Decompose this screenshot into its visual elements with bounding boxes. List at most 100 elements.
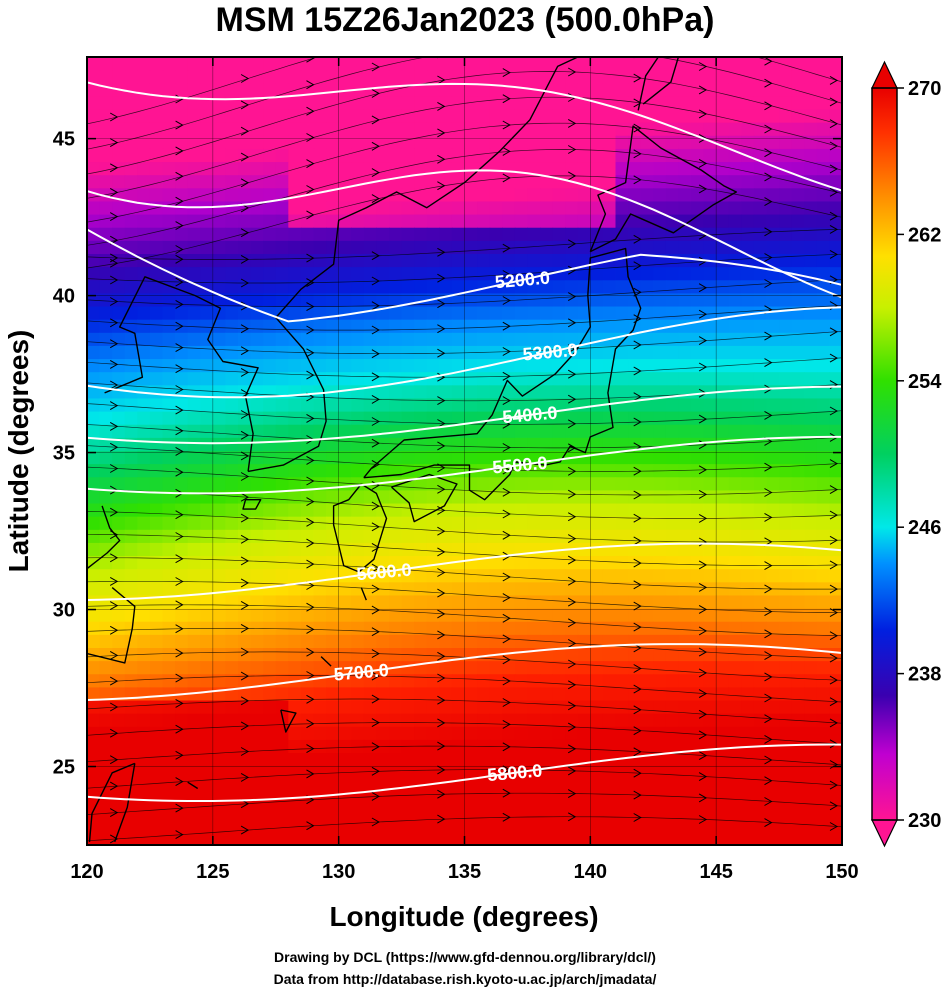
field-cell (602, 674, 617, 688)
field-cell (728, 83, 742, 97)
field-cell (275, 753, 289, 767)
field-cell (779, 319, 793, 334)
field-cell (250, 162, 264, 176)
field-cell (401, 661, 415, 675)
field-cell (640, 595, 654, 610)
field-cell (137, 293, 151, 308)
field-cell (628, 293, 642, 308)
field-cell (691, 726, 705, 741)
wind-arrow (437, 348, 446, 358)
field-cell (149, 267, 164, 281)
wind-arrow (764, 358, 773, 368)
wind-arrow (240, 100, 250, 110)
field-cell (653, 687, 667, 702)
field-cell (326, 739, 340, 754)
field-cell (577, 451, 591, 465)
field-cell (540, 687, 554, 702)
field-cell (590, 569, 604, 583)
field-cell (791, 385, 805, 400)
field-cell (477, 569, 491, 583)
field-cell (791, 398, 805, 413)
field-cell (87, 372, 101, 386)
field-cell (162, 818, 176, 833)
field-cell (363, 359, 378, 373)
field-cell (640, 240, 654, 255)
colorbar-max-arrow (871, 60, 898, 89)
field-cell (691, 332, 705, 347)
field-cell (678, 70, 692, 84)
field-cell (451, 713, 466, 728)
field-cell (540, 57, 554, 71)
field-cell (741, 595, 755, 610)
field-cell (540, 503, 554, 518)
field-cell (288, 687, 302, 702)
field-cell (212, 713, 227, 728)
coastline (363, 247, 642, 501)
field-cell (376, 214, 390, 229)
wind-arrow (240, 671, 250, 681)
field-cell (527, 700, 541, 715)
wind-arrow (175, 277, 184, 287)
field-cell (640, 700, 654, 715)
field-cell (816, 739, 831, 754)
field-cell (653, 831, 667, 845)
field-cell (162, 372, 176, 386)
wind-arrow (764, 672, 773, 682)
field-cell (225, 398, 239, 413)
field-cell (615, 687, 629, 702)
field-cell (338, 201, 352, 216)
field-cell (829, 805, 842, 820)
field-cell (816, 240, 831, 255)
field-cell (87, 529, 101, 544)
map-plot-area[interactable]: 5200.05300.05400.05500.05600.05700.05800… (62, 18, 867, 846)
field-cell (753, 451, 768, 465)
wind-arrow (567, 597, 577, 607)
field-cell (816, 345, 831, 360)
field-cell (678, 477, 692, 491)
wind-arrow (502, 509, 511, 519)
field-cell (112, 569, 126, 583)
field-cell (540, 188, 554, 203)
field-cell (225, 753, 239, 767)
wind-arrow (240, 152, 250, 162)
field-cell (288, 214, 302, 229)
field-cell (87, 818, 101, 833)
wind-arrow (567, 489, 577, 499)
wind-arrow (567, 576, 577, 586)
field-cell (653, 805, 667, 820)
field-cell (300, 464, 315, 478)
field-cell (489, 280, 503, 294)
wind-arrow (698, 362, 708, 372)
field-cell (615, 306, 629, 321)
field-cell (691, 805, 705, 820)
field-cell (124, 805, 138, 820)
field-cell (225, 608, 239, 623)
field-cell (590, 293, 604, 308)
contour-line (87, 81, 842, 192)
field-cell (401, 227, 415, 242)
field-cell (376, 437, 390, 452)
field-cell (703, 424, 717, 439)
field-cell (615, 503, 629, 518)
coastline (104, 276, 259, 472)
field-cell (300, 451, 315, 465)
field-cell (426, 595, 440, 610)
coastline (87, 505, 121, 570)
field-cell (691, 477, 705, 491)
field-cell (175, 201, 189, 216)
wind-arrow (437, 75, 446, 85)
field-cell (464, 674, 478, 688)
field-cell (678, 818, 692, 833)
field-cell (691, 582, 705, 597)
field-cell (439, 424, 453, 439)
field-cell (703, 96, 717, 111)
field-cell (577, 411, 591, 426)
field-cell (250, 569, 264, 583)
field-cell (426, 726, 440, 741)
field-cell (640, 411, 654, 426)
field-cell (414, 582, 428, 597)
field-cell (175, 162, 189, 176)
field-cell (779, 766, 793, 780)
field-cell (527, 792, 541, 807)
field-cell (464, 582, 478, 597)
